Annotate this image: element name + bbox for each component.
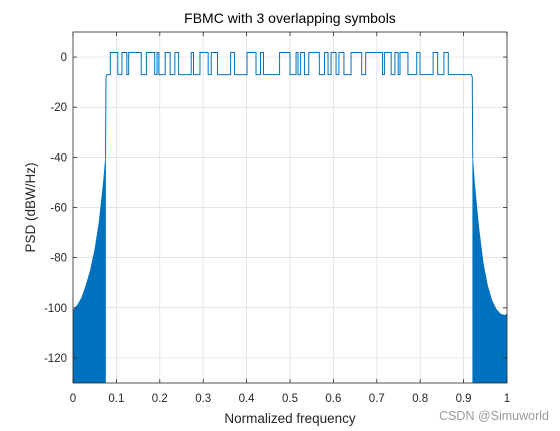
- x-tick-label: 0.4: [239, 393, 256, 405]
- data-layer: [73, 52, 507, 383]
- y-tick-label: -60: [50, 203, 67, 215]
- y-tick-label: -100: [44, 303, 67, 315]
- x-tick-label: 0.6: [325, 393, 341, 405]
- y-tick-label: 0: [61, 52, 67, 64]
- right-sidelobe-fill: [472, 157, 507, 383]
- grid-lines: [73, 32, 507, 383]
- y-tick-label: -80: [50, 253, 67, 265]
- tick-marks: [72, 32, 508, 383]
- y-tick-labels: 0 -20 -40 -60 -80 -100 -120: [44, 52, 67, 365]
- chart-title: FBMC with 3 overlapping symbols: [184, 10, 396, 26]
- psd-passband-line: [105, 52, 474, 158]
- x-tick-label: 0: [70, 393, 76, 405]
- x-tick-label: 0.8: [412, 393, 428, 405]
- left-sidelobe-fill: [73, 157, 106, 383]
- x-tick-label: 0.9: [456, 393, 472, 405]
- x-tick-label: 0.2: [152, 393, 168, 405]
- x-axis-title: Normalized frequency: [224, 411, 356, 426]
- watermark: CSDN @Simuworld: [439, 409, 549, 423]
- x-tick-label: 0.7: [369, 393, 385, 405]
- x-tick-label: 1: [504, 393, 510, 405]
- y-tick-label: -20: [50, 102, 67, 114]
- x-tick-label: 0.3: [195, 393, 211, 405]
- y-axis-title: PSD (dBW/Hz): [23, 162, 38, 252]
- y-tick-label: -40: [50, 152, 67, 164]
- y-tick-label: -120: [44, 353, 67, 365]
- x-tick-labels: 0 0.1 0.2 0.3 0.4 0.5 0.6 0.7 0.8 0.9 1: [70, 393, 510, 405]
- series-group: [73, 52, 507, 383]
- x-tick-label: 0.1: [108, 393, 124, 405]
- x-tick-label: 0.5: [282, 393, 298, 405]
